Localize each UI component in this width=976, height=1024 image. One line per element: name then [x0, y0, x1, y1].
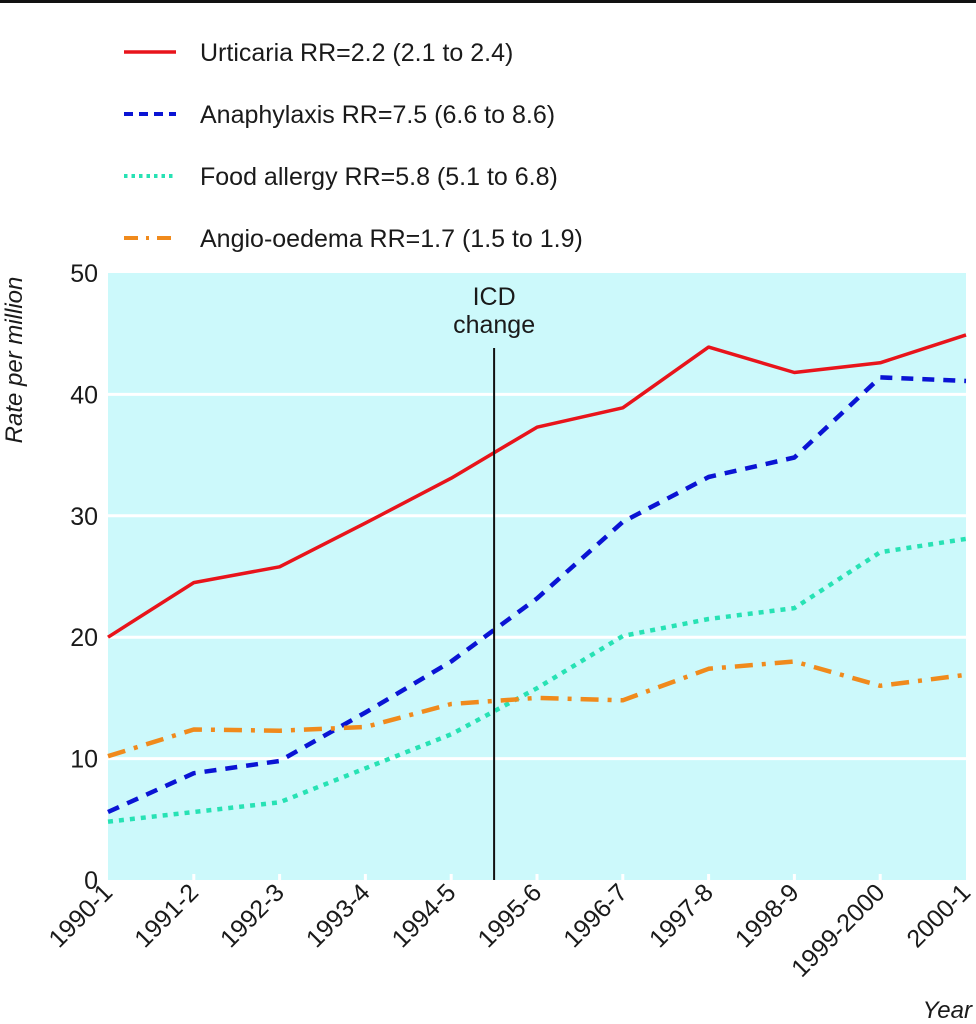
gridlines: [108, 392, 966, 880]
legend-label: Anaphylaxis RR=7.5 (6.6 to 8.6): [200, 101, 555, 129]
series-line-anaphylaxis: [107, 375, 967, 815]
y-tick-label: 30: [70, 503, 98, 531]
x-tick-label: 1990-1: [43, 878, 118, 953]
x-tick-label: 1991-2: [129, 878, 204, 953]
legend-label: Angio-oedema RR=1.7 (1.5 to 1.9): [200, 225, 583, 253]
x-tick-label: 1997-8: [644, 878, 719, 953]
x-tick-label: 1993-4: [301, 878, 376, 953]
y-tick-label: 0: [84, 867, 98, 895]
x-tick-label: 1995-6: [472, 878, 547, 953]
x-tick-label: 1998-9: [730, 878, 805, 953]
series-line-food-allergy: [107, 536, 967, 824]
x-tick-label: 1999-2000: [786, 878, 890, 982]
x-axis-ticks: 1990-1 1991-2 1992-3 1993-4 1994-5 1995-6 1996…: [43, 878, 976, 982]
y-tick-label: 40: [70, 381, 98, 409]
y-tick-label: 20: [70, 624, 98, 652]
x-axis-title: Year: [923, 997, 973, 1024]
y-tick-label: 50: [70, 260, 98, 288]
legend-label: Urticaria RR=2.2 (2.1 to 2.4): [200, 39, 513, 67]
icd-change-label: ICD: [473, 283, 516, 311]
x-tick-label: 2000-1: [901, 878, 976, 953]
legend: Urticaria RR=2.2 (2.1 to 2.4) Anaphylaxis…: [124, 39, 583, 253]
y-tick-label: 10: [70, 746, 98, 774]
y-axis-title: Rate per million: [1, 277, 28, 444]
icd-change-label: change: [453, 311, 535, 339]
x-tick-label: 1992-3: [215, 878, 290, 953]
series-line-angio-oedema: [107, 659, 967, 759]
series-lines: [107, 333, 967, 824]
series-line-urticaria: [107, 333, 967, 639]
plot-background: [108, 273, 966, 880]
y-axis-ticks: 0 10 20 30 40 50: [70, 260, 98, 895]
top-rule: [0, 0, 976, 3]
x-tick-label: 1994-5: [387, 878, 462, 953]
legend-label: Food allergy RR=5.8 (5.1 to 6.8): [200, 163, 558, 191]
x-tick-label: 1996-7: [558, 878, 633, 953]
